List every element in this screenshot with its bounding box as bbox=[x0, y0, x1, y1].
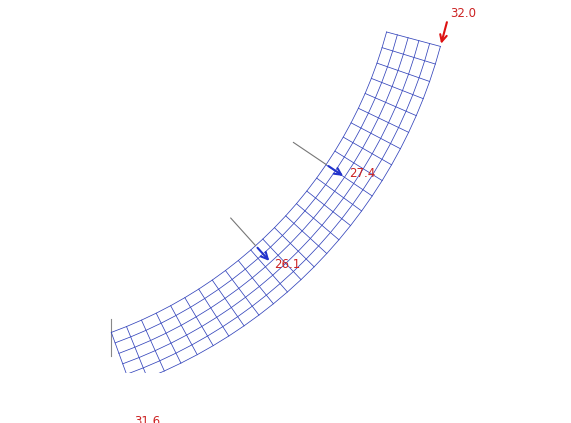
Text: 27.4: 27.4 bbox=[349, 167, 376, 180]
Text: 31.6: 31.6 bbox=[134, 415, 160, 423]
Text: 26.1: 26.1 bbox=[274, 258, 300, 272]
Text: 32.0: 32.0 bbox=[451, 7, 477, 20]
